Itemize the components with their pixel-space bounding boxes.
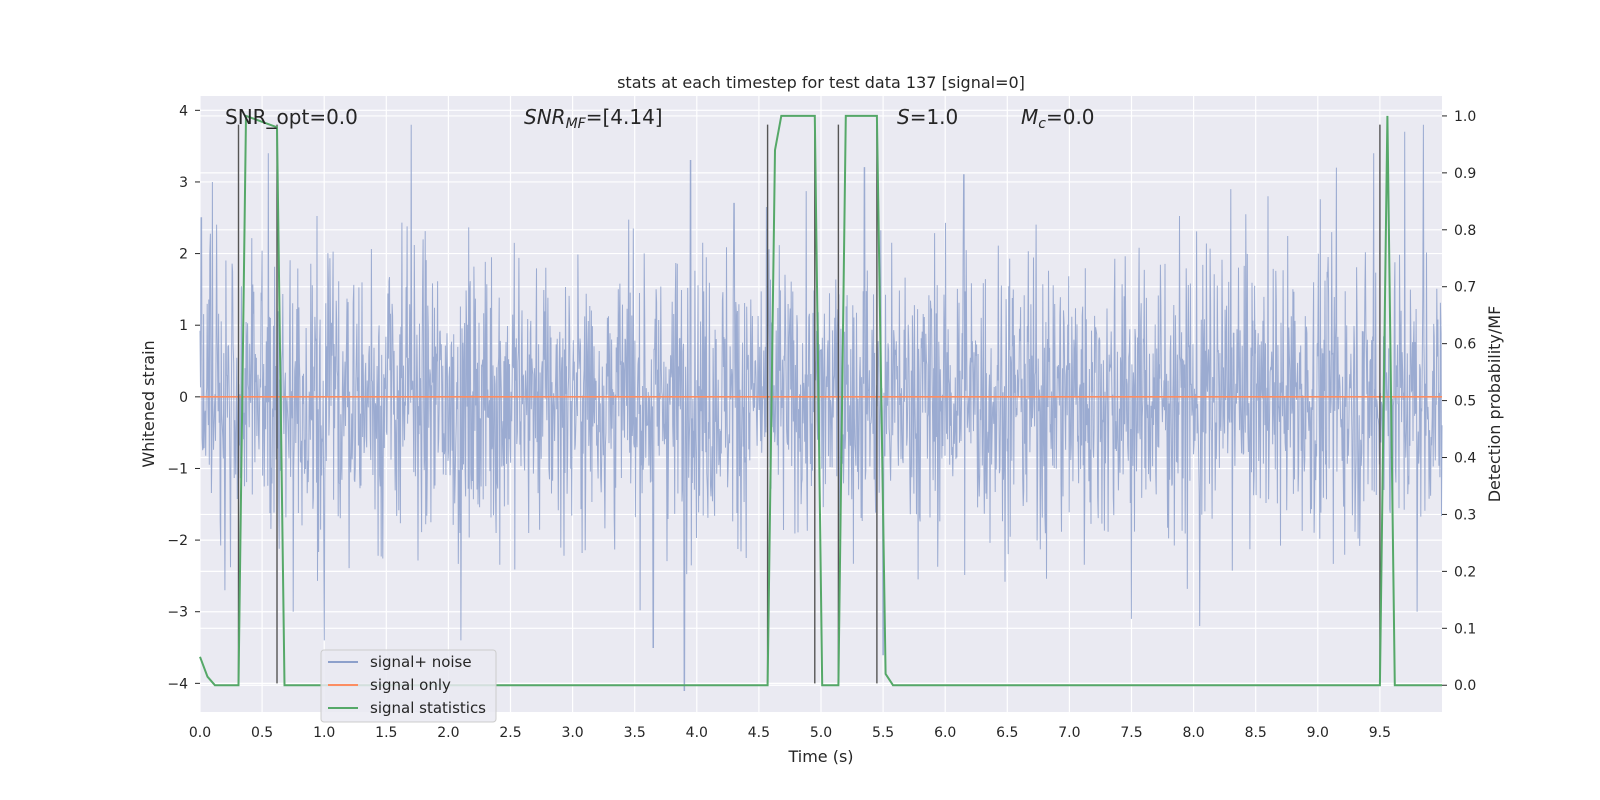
y-tick-label-7: 3 (179, 175, 188, 191)
legend-label-signal-statistics: signal statistics (370, 699, 486, 717)
legend: signal+ noise signal only signal statist… (320, 649, 497, 723)
x-tick-label-7: 3.5 (624, 725, 646, 741)
x-tick-label-11: 5.5 (872, 725, 894, 741)
x-axis-label: Time (s) (787, 747, 853, 766)
y-tick-label-4: 0 (179, 390, 188, 406)
y-axis-label: Whitened strain (139, 340, 158, 467)
series-line-signal-noise (199, 124, 1443, 691)
x-tick-label-16: 8.0 (1182, 725, 1204, 741)
x-tick-label-9: 4.5 (748, 725, 770, 741)
series-signal-noise (199, 124, 1443, 691)
x-tick-label-10: 5.0 (810, 725, 832, 741)
legend-label-signal-noise: signal+ noise (370, 653, 472, 671)
x-tick-label-18: 9.0 (1307, 725, 1329, 741)
x-tick-label-5: 2.5 (499, 725, 521, 741)
annotation-snr-mf-value: =[4.14] (586, 105, 663, 129)
y-right-tick-label-10: 1.0 (1454, 109, 1476, 125)
x-tick-label-6: 3.0 (561, 725, 583, 741)
y-tick-label-8: 4 (179, 103, 188, 119)
x-tick-label-19: 9.5 (1369, 725, 1391, 741)
x-tick-label-8: 4.0 (686, 725, 708, 741)
x-tick-label-14: 7.0 (1058, 725, 1080, 741)
y-tick-label-5: 1 (179, 318, 188, 334)
y-tick-label-3: −1 (167, 461, 188, 477)
annotation-snr-mf-label: SNR (524, 105, 566, 129)
series-lines (199, 114, 1442, 687)
y-right-tick-label-5: 0.5 (1454, 394, 1476, 410)
y-right-axis-ticks: 0.0 0.1 0.2 0.3 0.4 0.5 0.6 0.7 0.8 0.9 1.0 (1442, 109, 1476, 694)
x-axis-ticks: 0.0 0.5 1.0 1.5 2.0 2.5 3.0 3.5 4.0 4.5 5.0 5.5 6.0 6… (189, 725, 1391, 741)
chart-title: stats at each timestep for test data 137… (617, 73, 1025, 92)
y-right-tick-label-1: 0.1 (1454, 621, 1476, 637)
x-tick-label-15: 7.5 (1120, 725, 1142, 741)
annotation-snr-opt: SNR_opt=0.0 (225, 105, 358, 129)
y-tick-label-6: 2 (179, 247, 188, 263)
y-right-tick-label-0: 0.0 (1454, 678, 1476, 694)
y-right-tick-label-2: 0.2 (1454, 564, 1476, 580)
x-tick-label-4: 2.0 (437, 725, 459, 741)
x-tick-label-13: 6.5 (996, 725, 1018, 741)
x-tick-label-2: 1.0 (313, 725, 335, 741)
y-axis-ticks: −4 −3 −2 −1 0 1 2 3 4 (167, 103, 200, 692)
annotation-snr-mf: SNRMF=[4.14] (524, 105, 663, 132)
annotation-s-label: S (897, 105, 910, 129)
legend-box (320, 649, 497, 723)
annotation-mc: Mc=0.0 (1021, 105, 1095, 132)
annotation-s-value: =1.0 (910, 105, 959, 129)
x-tick-label-0: 0.0 (189, 725, 211, 741)
x-tick-label-17: 8.5 (1245, 725, 1267, 741)
y-right-tick-label-9: 0.9 (1454, 166, 1476, 182)
x-tick-label-1: 0.5 (251, 725, 273, 741)
annotation-mc-value: =0.0 (1046, 105, 1095, 129)
y-tick-label-0: −4 (167, 676, 188, 692)
annotation-mc-label: M (1021, 105, 1038, 129)
y-tick-label-1: −3 (167, 605, 188, 621)
annotation-snr-mf-subscript: MF (566, 116, 587, 132)
y-tick-label-2: −2 (167, 533, 188, 549)
series-line-signal-statistics (199, 114, 1442, 687)
y-right-tick-label-3: 0.3 (1454, 507, 1476, 523)
annotation-mc-subscript: c (1038, 116, 1046, 132)
x-tick-label-3: 1.5 (375, 725, 397, 741)
y-right-tick-label-7: 0.7 (1454, 280, 1476, 296)
legend-label-signal-only: signal only (370, 676, 451, 694)
y-right-tick-label-6: 0.6 (1454, 337, 1476, 353)
y-right-axis-label: Detection probability/MF (1485, 306, 1504, 503)
y-right-tick-label-4: 0.4 (1454, 451, 1476, 467)
y-right-tick-label-8: 0.8 (1454, 223, 1476, 239)
x-tick-label-12: 6.0 (934, 725, 956, 741)
annotation-s: S=1.0 (897, 105, 958, 129)
